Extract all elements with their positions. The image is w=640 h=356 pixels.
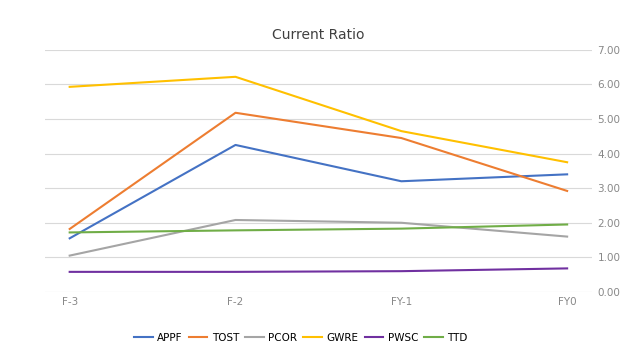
TTD	[66, 230, 74, 235]
TTD	[563, 222, 571, 227]
PWSC	[397, 269, 405, 273]
GWRE	[66, 85, 74, 89]
PCOR	[66, 253, 74, 258]
Line: APPF: APPF	[70, 145, 567, 238]
Legend: APPF, TOST, PCOR, GWRE, PWSC, TTD: APPF, TOST, PCOR, GWRE, PWSC, TTD	[130, 329, 472, 347]
APPF	[563, 172, 571, 177]
Line: TOST: TOST	[70, 113, 567, 229]
Title: Current Ratio: Current Ratio	[272, 28, 365, 42]
TTD	[397, 226, 405, 231]
APPF	[66, 236, 74, 240]
APPF	[232, 143, 239, 147]
Line: PCOR: PCOR	[70, 220, 567, 256]
PCOR	[232, 218, 239, 222]
PWSC	[232, 270, 239, 274]
TOST	[563, 189, 571, 193]
PCOR	[563, 235, 571, 239]
GWRE	[397, 129, 405, 133]
TOST	[232, 111, 239, 115]
Line: PWSC: PWSC	[70, 268, 567, 272]
TOST	[66, 227, 74, 231]
GWRE	[563, 160, 571, 164]
PWSC	[66, 270, 74, 274]
PCOR	[397, 221, 405, 225]
Line: TTD: TTD	[70, 225, 567, 232]
TTD	[232, 228, 239, 232]
APPF	[397, 179, 405, 183]
GWRE	[232, 75, 239, 79]
Line: GWRE: GWRE	[70, 77, 567, 162]
TOST	[397, 136, 405, 140]
PWSC	[563, 266, 571, 271]
